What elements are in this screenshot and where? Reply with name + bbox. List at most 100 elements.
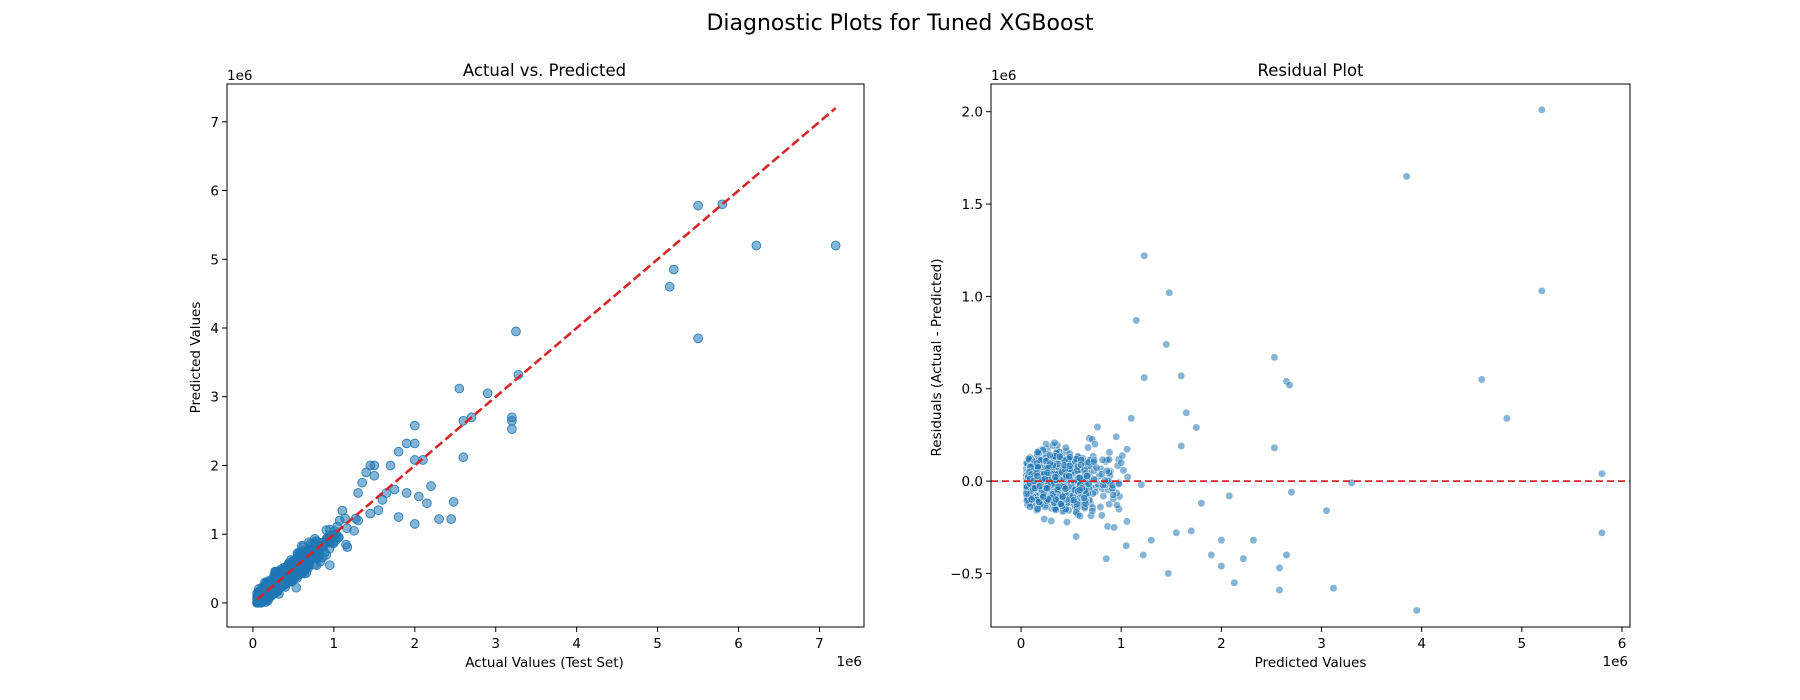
- residual-plot-point: [1082, 472, 1091, 480]
- residual-plot-point: [1275, 563, 1284, 572]
- actual-vs-predicted-point: [414, 491, 424, 502]
- residual-plot-xlabel: Predicted Values: [1255, 655, 1367, 671]
- residual-plot-title: Residual Plot: [1257, 61, 1364, 80]
- actual-vs-predicted-point: [401, 438, 412, 449]
- actual-vs-predicted-y-tick-label: 2: [210, 458, 219, 474]
- residual-plot-point: [1123, 473, 1132, 481]
- residual-plot-point: [1065, 472, 1074, 481]
- residual-plot-point: [1099, 492, 1108, 500]
- actual-vs-predicted-point: [458, 452, 469, 463]
- actual-vs-predicted-point: [385, 460, 396, 471]
- residual-plot-x-tick-label: 5: [1518, 636, 1527, 652]
- residual-plot-point: [1035, 498, 1044, 506]
- actual-vs-predicted-point: [304, 559, 314, 569]
- residual-plot-point: [1537, 286, 1546, 295]
- actual-vs-predicted-point: [377, 495, 388, 505]
- residual-plot-point: [1033, 448, 1042, 457]
- residual-plot-ylabel: Residuals (Actual - Predicted): [929, 259, 945, 457]
- actual-vs-predicted-point: [353, 515, 363, 526]
- residual-plot-point: [1063, 518, 1071, 527]
- residual-plot-point: [1285, 381, 1294, 389]
- residual-plot-y-tick-label: 2.0: [962, 105, 983, 121]
- actual-vs-predicted-point: [297, 549, 307, 559]
- residual-plot-point: [1089, 457, 1098, 466]
- residual-plot-point: [1147, 536, 1156, 545]
- residual-plot-point: [1177, 371, 1186, 380]
- residual-plot-point: [1217, 536, 1226, 545]
- actual-vs-predicted-panel: Actual vs. Predicted Actual Values (Test…: [188, 61, 865, 671]
- residual-plot-point: [1230, 578, 1239, 587]
- residual-plot-point: [1119, 466, 1128, 475]
- residual-plot-point: [1093, 423, 1102, 431]
- residual-plot-point: [1162, 340, 1171, 349]
- actual-vs-predicted-point: [353, 488, 363, 498]
- actual-vs-predicted-point: [507, 424, 517, 434]
- residual-plot-y-tick-label: 0.0: [962, 474, 983, 490]
- actual-vs-predicted-point: [448, 497, 459, 507]
- actual-vs-predicted-point: [422, 498, 432, 509]
- residual-plot-point: [1127, 414, 1136, 423]
- actual-vs-predicted-y-tick-label: 3: [210, 390, 219, 406]
- residual-plot-point: [1051, 473, 1060, 482]
- actual-vs-predicted-point: [274, 567, 285, 578]
- residual-plot-panel: Residual Plot Predicted Values Residuals…: [929, 61, 1631, 671]
- actual-vs-predicted-point: [393, 512, 404, 522]
- residual-plot-y-offset: 1e6: [991, 68, 1016, 84]
- residual-plot-point: [1105, 448, 1114, 457]
- residual-plot-point: [1122, 541, 1131, 550]
- actual-vs-predicted-y-tick-label: 6: [210, 184, 219, 200]
- residual-plot-point: [1598, 469, 1606, 478]
- residual-plot-point: [1076, 460, 1085, 469]
- residual-plot-point: [1076, 512, 1084, 520]
- actual-vs-predicted-point: [434, 514, 444, 524]
- actual-vs-predicted-point: [664, 281, 675, 292]
- residual-plot-y-tick-label: 0.5: [962, 382, 983, 398]
- actual-vs-predicted-point: [361, 467, 372, 478]
- residual-plot-point: [1072, 532, 1081, 541]
- actual-vs-predicted-xlabel: Actual Values (Test Set): [465, 655, 624, 671]
- residual-plot-y-tick-label: 1.0: [962, 289, 983, 305]
- actual-vs-predicted-x-offset: 1e6: [837, 654, 862, 670]
- actual-vs-predicted-points: [252, 107, 841, 608]
- residual-plot-point: [1192, 423, 1201, 432]
- residual-plot-point: [1322, 506, 1331, 515]
- residual-plot-point: [1065, 461, 1074, 470]
- residual-plot-point: [1075, 486, 1084, 494]
- residual-plot-point: [1043, 468, 1052, 477]
- actual-vs-predicted-x-tick-label: 0: [249, 636, 258, 652]
- residual-plot-x-tick-label: 3: [1317, 636, 1326, 652]
- actual-vs-predicted-x-tick-label: 4: [572, 636, 581, 652]
- actual-vs-predicted-point: [291, 582, 302, 593]
- residual-plot-point: [1043, 484, 1052, 493]
- residual-plot-x-tick-label: 6: [1618, 636, 1627, 652]
- actual-vs-predicted-y-tick-label: 5: [210, 252, 219, 268]
- residual-plot-plot-area: 0 1 2 3 4 5 6 −0.5 0.0 0.5 1.0 1.5 2.0: [950, 83, 1631, 652]
- actual-vs-predicted-point: [318, 539, 329, 550]
- actual-vs-predicted-point: [446, 514, 457, 524]
- residual-plot-point: [1061, 443, 1070, 452]
- residual-plot-point: [1239, 554, 1248, 563]
- residual-plot-point: [1033, 504, 1042, 513]
- residual-plot-y-tick-label: 1.5: [962, 197, 983, 213]
- actual-vs-predicted-point: [507, 415, 517, 426]
- residual-plot-point: [1047, 517, 1056, 525]
- actual-vs-predicted-point: [334, 515, 345, 526]
- actual-vs-predicted-point: [454, 383, 465, 394]
- actual-vs-predicted-y-tick-label: 4: [210, 321, 219, 337]
- actual-vs-predicted-point: [409, 420, 420, 431]
- actual-vs-predicted-reference-line: [256, 107, 837, 601]
- actual-vs-predicted-x-tick-label: 7: [815, 636, 824, 652]
- residual-plot-point: [1165, 288, 1174, 297]
- residual-plot-point: [1058, 492, 1067, 501]
- residual-plot-point: [1117, 458, 1126, 467]
- actual-vs-predicted-point: [426, 481, 436, 491]
- actual-vs-predicted-point: [365, 508, 376, 519]
- residual-plot-point: [1137, 480, 1146, 489]
- residual-plot-point: [1123, 445, 1132, 454]
- residual-plot-point: [1502, 414, 1511, 423]
- residual-plot-point: [1026, 502, 1034, 511]
- figure-suptitle: Diagnostic Plots for Tuned XGBoost: [706, 11, 1093, 36]
- residual-plot-point: [1084, 443, 1093, 452]
- residual-plot-point: [1275, 586, 1284, 595]
- actual-vs-predicted-point: [373, 505, 384, 515]
